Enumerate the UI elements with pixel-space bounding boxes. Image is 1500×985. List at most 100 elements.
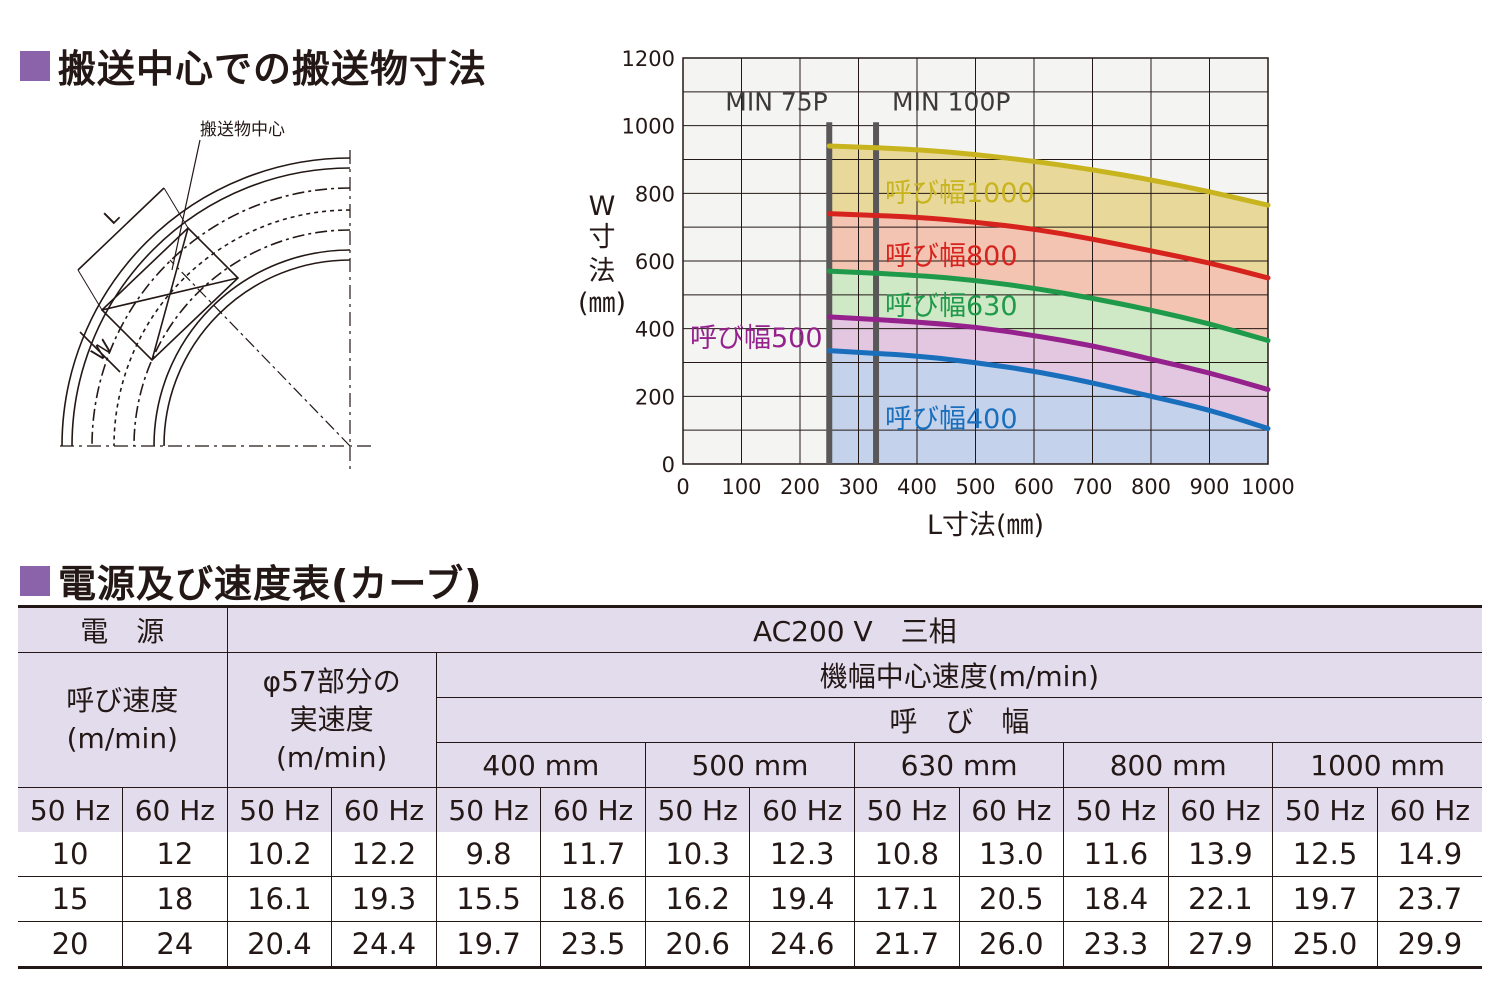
table-cell: 24 — [122, 921, 228, 968]
w-label: W — [86, 335, 117, 366]
table-cell: 12.2 — [331, 832, 437, 877]
x-tick-label: 400 — [897, 475, 937, 499]
table-cell: 27.9 — [1167, 921, 1274, 968]
series-band — [829, 350, 1268, 464]
hz-header-cell: 60 Hz — [1167, 787, 1274, 832]
table-cell: 19.7 — [1272, 876, 1378, 922]
y-axis-label: 法 — [589, 256, 616, 287]
actual-speed-header: φ57部分の 実速度 (m/min) — [226, 652, 437, 788]
table-cell: 18 — [122, 876, 228, 922]
width-header-cell: 800 mm — [1063, 742, 1274, 788]
l-dimension-line — [77, 187, 165, 271]
table-cell: 13.0 — [958, 832, 1065, 877]
section-title-dimensions: 搬送中心での搬送物寸法 — [20, 38, 487, 93]
table-cell: 18.6 — [540, 876, 646, 922]
hz-header-cell: 50 Hz — [1063, 787, 1169, 832]
hz-header-cell: 60 Hz — [958, 787, 1065, 832]
table-cell: 12.5 — [1272, 832, 1378, 877]
x-tick-label: 0 — [676, 475, 689, 499]
table-row: 10 12 10.2 12.2 9.8 11.7 10.3 12.3 10.8 13.0 11.6 1… — [18, 832, 1482, 877]
x-tick-label: 900 — [1189, 475, 1229, 499]
table-cell: 20.4 — [226, 921, 333, 968]
y-tick-label: 1200 — [622, 47, 675, 71]
series-label: 呼び幅1000 — [885, 178, 1035, 209]
series-line — [826, 314, 1271, 393]
table-cell: 10.2 — [226, 832, 333, 877]
section-title-text: 電源及び速度表(カーブ) — [58, 562, 483, 606]
series-line — [826, 268, 1271, 344]
hz-header-cell: 60 Hz — [540, 787, 646, 832]
series-line — [826, 211, 1271, 281]
w-l-dimension-chart: MIN 75P MIN 100P 呼び幅1000 呼び幅800 呼び幅630 呼び幅50… — [578, 47, 1295, 541]
table-cell: 15.5 — [435, 876, 542, 922]
y-tick-label: 200 — [635, 385, 675, 409]
conveyor-edge-inner — [133, 229, 351, 447]
hz-header-cell: 50 Hz — [854, 787, 960, 832]
min-line-label: MIN 75P — [725, 87, 827, 116]
w-dimension-line — [79, 331, 121, 373]
l-label: L — [99, 204, 124, 229]
table-cell: 20.5 — [958, 876, 1065, 922]
inner-frame-line-2 — [163, 259, 351, 447]
table-cell: 11.6 — [1063, 832, 1169, 877]
table-cell: 14.9 — [1376, 832, 1482, 877]
hz-header-cell: 50 Hz — [435, 787, 542, 832]
table-cell: 19.4 — [749, 876, 855, 922]
y-tick-label: 0 — [662, 453, 675, 477]
section-title-text: 搬送中心での搬送物寸法 — [58, 47, 488, 91]
table-cell: 15 — [18, 876, 124, 922]
x-tick-label: 100 — [721, 475, 761, 499]
table-cell: 16.1 — [226, 876, 333, 922]
x-tick-label: 1000 — [1241, 475, 1294, 499]
y-tick-label: 400 — [635, 318, 675, 342]
speed-table: 電 源 AC200 V 三相 呼び速度 (m/min) φ57部分の 実速度 (… — [18, 605, 1482, 969]
table-cell: 17.1 — [854, 876, 960, 922]
table-row: 15 18 16.1 19.3 15.5 18.6 16.2 19.4 17.1 20.5 18.4… — [18, 876, 1482, 922]
table-cell: 22.1 — [1167, 876, 1274, 922]
table-cell: 24.4 — [331, 921, 437, 968]
table-cell: 10.8 — [854, 832, 960, 877]
center-label: 搬送物中心 — [200, 120, 285, 140]
nominal-speed-header: 呼び速度 (m/min) — [18, 652, 228, 788]
table-cell: 11.7 — [540, 832, 646, 877]
table-cell: 10 — [18, 832, 124, 877]
y-tick-label: 600 — [635, 250, 675, 274]
series-label: 呼び幅630 — [885, 291, 1018, 322]
series-band — [829, 145, 1268, 278]
center-speed-header: 機幅中心速度(m/min) — [435, 652, 1482, 698]
section-title-speed: 電源及び速度表(カーブ) — [20, 553, 482, 608]
y-axis-label: 寸 — [589, 222, 616, 253]
x-axis-label: L寸法(㎜) — [927, 510, 1044, 541]
x-tick-label: 300 — [838, 475, 878, 499]
table-cell: 26.0 — [958, 921, 1065, 968]
width-header-cell: 400 mm — [436, 742, 646, 788]
table-cell: 23.3 — [1063, 921, 1169, 968]
series-band — [829, 213, 1268, 341]
width-header-cell: 630 mm — [853, 742, 1065, 788]
curve-conveyor-diagram: 搬送物中心 L W — [60, 120, 375, 470]
table-cell: 20 — [18, 921, 124, 968]
table-cell: 24.6 — [749, 921, 855, 968]
conveyor-edge-outer — [91, 187, 351, 447]
x-tick-label: 500 — [955, 475, 995, 499]
power-label: 電 源 — [18, 606, 228, 653]
center-leader-line — [171, 139, 201, 271]
title-square-icon — [20, 565, 50, 596]
hz-header-cell: 60 Hz — [749, 787, 855, 832]
x-tick-label: 200 — [780, 475, 820, 499]
table-cell: 12.3 — [749, 832, 855, 877]
table-cell: 25.0 — [1272, 921, 1378, 968]
table-row: 20 24 20.4 24.4 19.7 23.5 20.6 24.6 21.7 26.0 23.3… — [18, 921, 1482, 968]
width-header-cell: 1000 mm — [1272, 742, 1482, 788]
table-cell: 16.2 — [644, 876, 751, 922]
y-tick-label: 1000 — [622, 115, 675, 139]
width-header: 呼 び 幅 — [436, 697, 1482, 743]
width-header-cell: 500 mm — [644, 742, 856, 788]
table-cell: 29.9 — [1376, 921, 1482, 968]
hz-header-cell: 60 Hz — [331, 787, 437, 832]
y-axis-label: W — [589, 191, 616, 222]
series-line — [826, 348, 1271, 431]
series-label: 呼び幅800 — [885, 241, 1018, 272]
min-line-label: MIN 100P — [892, 87, 1010, 116]
conveyor-center-line — [113, 209, 351, 447]
